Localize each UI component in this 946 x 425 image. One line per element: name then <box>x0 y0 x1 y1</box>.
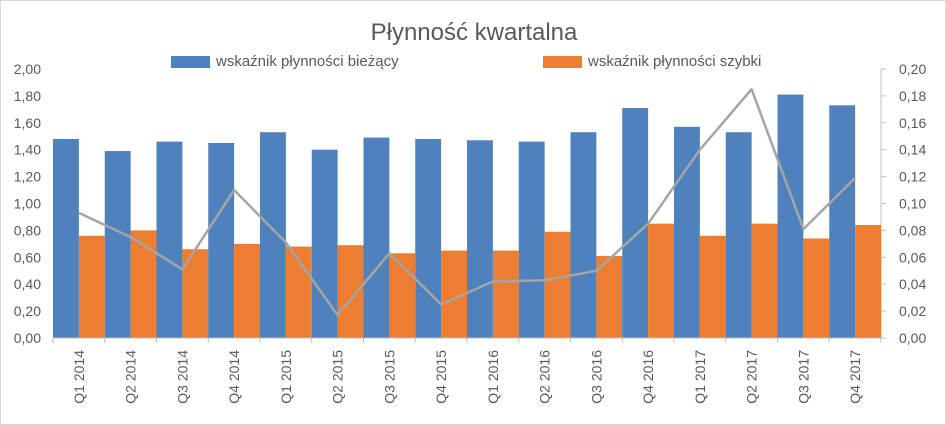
legend-item-quick: wskaźnik płynności szybki <box>543 53 761 70</box>
bar-current <box>53 138 79 338</box>
right-axis-tick-label: 0,18 <box>899 88 926 104</box>
bar-current <box>156 141 183 338</box>
bar-current <box>415 138 442 338</box>
bar-current <box>208 142 235 338</box>
bar-current <box>829 105 856 338</box>
x-axis-category-label: Q4 2016 <box>640 350 656 404</box>
left-axis-tick-label: 1,80 <box>14 88 41 104</box>
right-axis-tick-label: 0,16 <box>899 115 926 131</box>
bar-current <box>674 126 700 339</box>
bar-current <box>622 108 649 338</box>
bar-quick <box>544 231 571 338</box>
x-axis-category-label: Q3 2017 <box>795 350 811 404</box>
right-axis-tick-label: 0,10 <box>899 196 926 212</box>
left-axis-tick-label: 0,60 <box>14 249 41 265</box>
x-axis-category-label: Q4 2015 <box>433 350 449 404</box>
bar-quick <box>337 245 364 338</box>
left-axis-tick-label: 0,00 <box>14 330 41 346</box>
bar-quick <box>596 255 623 338</box>
bar-quick <box>130 230 157 338</box>
bar-quick <box>78 235 105 338</box>
bar-quick <box>234 243 260 338</box>
left-axis-tick-label: 0,40 <box>14 276 41 292</box>
bar-current <box>518 141 545 338</box>
x-axis-category-label: Q3 2016 <box>588 350 604 404</box>
x-axis-category-label: Q2 2017 <box>744 350 760 404</box>
bar-quick <box>648 223 674 338</box>
bar-quick <box>492 250 519 338</box>
right-axis-tick-label: 0,20 <box>899 61 926 77</box>
left-axis-tick-label: 1,60 <box>14 115 41 131</box>
bar-quick <box>751 223 778 338</box>
x-axis-category-label: Q4 2014 <box>226 350 242 404</box>
bar-current <box>260 132 286 338</box>
bar-current <box>363 137 390 338</box>
bar-current <box>311 149 338 338</box>
left-axis-tick-label: 1,40 <box>14 142 41 158</box>
x-axis-category-label: Q4 2017 <box>847 350 863 404</box>
right-axis-tick-label: 0,14 <box>899 142 926 158</box>
left-axis-tick-label: 2,00 <box>14 61 41 77</box>
line-series <box>78 87 856 317</box>
left-axis-tick-label: 0,80 <box>14 222 41 238</box>
right-axis-tick-label: 0,08 <box>899 222 926 238</box>
left-axis-tick-label: 1,20 <box>14 169 41 185</box>
bar-quick <box>803 238 830 338</box>
right-axis-tick-label: 0,06 <box>899 249 926 265</box>
left-axis-tick-label: 0,20 <box>14 303 41 319</box>
right-axis-tick-label: 0,04 <box>899 276 926 292</box>
x-axis-category-label: Q2 2014 <box>123 350 139 404</box>
legend-swatch-current <box>171 55 210 68</box>
right-axis-tick-label: 0,00 <box>899 330 926 346</box>
legend-item-current: wskaźnik płynności bieżący <box>171 53 399 70</box>
x-axis-category-label: Q1 2015 <box>278 350 294 404</box>
legend-label-quick: wskaźnik płynności szybki <box>588 53 762 70</box>
bar-current <box>467 140 493 338</box>
chart-title: Płynność kwartalna <box>370 19 578 46</box>
right-axis-tick-label: 0,02 <box>899 303 926 319</box>
x-axis-category-label: Q1 2016 <box>485 350 501 404</box>
x-axis-category-label: Q3 2015 <box>381 350 397 404</box>
legend-label-current: wskaźnik płynności bieżący <box>216 53 399 70</box>
bar-quick <box>855 225 881 338</box>
left-axis-tick-label: 1,00 <box>14 196 41 212</box>
x-axis-category-label: Q2 2016 <box>537 350 553 404</box>
bar-quick <box>699 235 726 338</box>
x-axis-category-label: Q1 2014 <box>71 350 87 404</box>
bar-current <box>570 132 597 338</box>
x-axis-category-label: Q3 2014 <box>174 350 190 404</box>
bar-current <box>725 132 752 338</box>
bar-current <box>104 151 131 338</box>
right-axis-tick-label: 0,12 <box>899 169 926 185</box>
x-axis-category-label: Q1 2017 <box>692 350 708 404</box>
legend-swatch-quick <box>543 55 582 68</box>
x-axis-category-label: Q2 2015 <box>330 350 346 404</box>
